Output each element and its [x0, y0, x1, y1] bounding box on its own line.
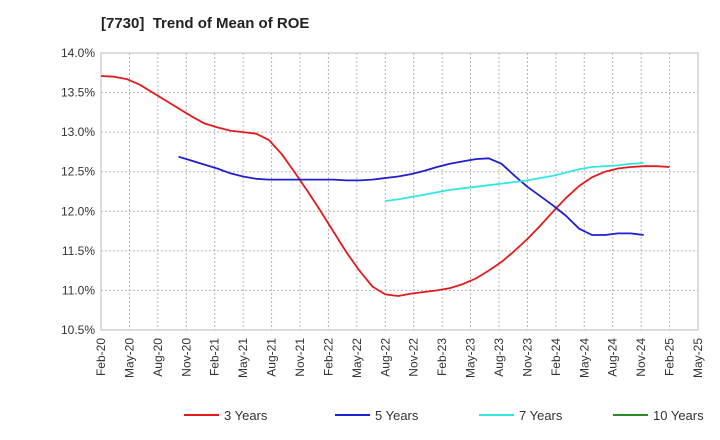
x-tick-label: Nov-22	[407, 338, 421, 377]
legend-label-5-years: 5 Years	[375, 408, 419, 423]
chart-title: [7730] Trend of Mean of ROE	[101, 15, 310, 32]
x-tick-label: Feb-20	[94, 338, 108, 376]
x-tick-label: May-21	[236, 338, 250, 378]
x-tick-label: Nov-23	[520, 338, 534, 377]
y-axis: 10.5% 11.0% 11.5% 12.0% 12.5% 13.0% 13.5% 14.0%	[61, 46, 95, 337]
legend-label-3-years: 3 Years	[224, 408, 268, 423]
y-tick-label: 11.0%	[62, 283, 95, 297]
x-tick-label: May-23	[464, 338, 478, 378]
y-tick-label: 14.0%	[61, 46, 95, 60]
series-line-3-years	[100, 75, 670, 297]
plot-area	[100, 52, 699, 331]
grid-layer	[101, 53, 698, 330]
y-tick-label: 13.0%	[61, 125, 95, 139]
series-line-5-years	[178, 155, 644, 236]
x-tick-label: Aug-21	[265, 338, 279, 377]
series-line-7-years	[385, 162, 644, 202]
legend-label-7-years: 7 Years	[519, 408, 563, 423]
x-tick-label: Nov-24	[634, 338, 648, 377]
x-tick-label: Feb-22	[321, 338, 335, 376]
x-tick-label: May-24	[577, 338, 591, 378]
x-tick-label: Aug-23	[492, 338, 506, 377]
x-tick-label: Feb-24	[549, 338, 563, 376]
y-tick-label: 13.5%	[61, 86, 95, 100]
legend-label-10-years: 10 Years	[653, 408, 704, 423]
x-tick-label: May-20	[122, 338, 136, 378]
x-tick-label: May-22	[350, 338, 364, 378]
series-layer	[100, 75, 670, 297]
x-tick-label: Feb-25	[663, 338, 677, 376]
x-tick-label: May-25	[691, 338, 705, 378]
x-tick-label: Aug-24	[606, 338, 620, 377]
x-tick-label: Nov-20	[179, 338, 193, 377]
x-tick-label: Aug-22	[378, 338, 392, 377]
x-tick-label: Feb-23	[435, 338, 449, 376]
x-tick-label: Feb-21	[208, 338, 222, 376]
y-tick-label: 12.5%	[61, 165, 95, 179]
legend: 3 Years 5 Years 7 Years 10 Years	[184, 408, 704, 423]
y-tick-label: 11.5%	[62, 244, 95, 258]
y-tick-label: 12.0%	[61, 204, 95, 218]
x-axis: Feb-20 May-20 Aug-20 Nov-20 Feb-21 May-21 Aug-…	[94, 338, 705, 378]
y-tick-label: 10.5%	[61, 323, 95, 337]
x-tick-label: Aug-20	[151, 338, 165, 377]
x-tick-label: Nov-21	[293, 338, 307, 377]
